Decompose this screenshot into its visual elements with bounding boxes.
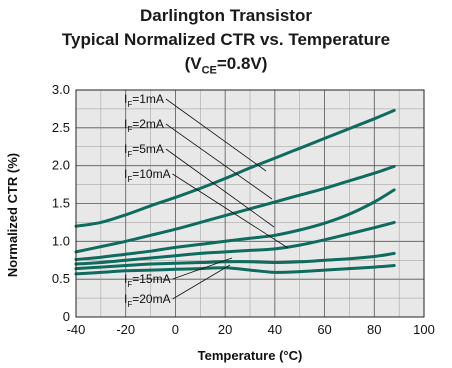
x-tick-label: 0: [172, 322, 179, 337]
chart-subtitle: Typical Normalized CTR vs. Temperature: [61, 30, 391, 49]
series-line-2: [74, 164, 396, 254]
series-leader-5: [172, 257, 233, 280]
y-tick-label: 3.0: [52, 82, 70, 97]
condition-prefix: (V: [184, 54, 202, 73]
series-leader-1: [165, 98, 267, 172]
x-tick-label: 60: [317, 322, 331, 337]
y-tick-label: 2.5: [52, 120, 70, 135]
series-line-1: [74, 108, 396, 228]
condition-suffix: =0.8V): [216, 54, 268, 73]
series-leader-4: [172, 173, 289, 249]
y-tick-label: 0.5: [52, 271, 70, 286]
series-label-5: IF=15mA: [124, 272, 171, 289]
series-label-4: IF=10mA: [124, 167, 171, 184]
y-tick-label: 2.0: [52, 158, 70, 173]
series-leader-3: [165, 148, 275, 228]
x-tick-label: 20: [218, 322, 232, 337]
y-tick-label: 0: [63, 309, 70, 324]
x-tick-label: -20: [116, 322, 135, 337]
chart-condition: (VCE=0.8V): [0, 54, 452, 76]
series-line-4: [74, 220, 396, 266]
x-axis-label: Temperature (°C): [198, 348, 303, 363]
series-line-6: [74, 264, 396, 276]
x-tick-label: 40: [268, 322, 282, 337]
series-label-3: IF=5mA: [124, 142, 164, 159]
series-label-1: IF=1mA: [124, 92, 164, 109]
series-leader-2: [165, 123, 273, 200]
series-label-6: IF=20mA: [124, 292, 171, 309]
y-axis-label: Normalized CTR (%): [5, 153, 20, 277]
series-leader-6: [172, 264, 231, 300]
plot-frame: [75, 89, 425, 318]
condition-sub: CE: [201, 64, 217, 77]
series-label-2: IF=2mA: [124, 117, 164, 134]
x-tick-label: 80: [367, 322, 381, 337]
x-tick-label: -40: [67, 322, 86, 337]
chart-title: Darlington Transistor: [140, 6, 312, 25]
y-tick-label: 1.5: [52, 196, 70, 211]
series-line-3: [74, 188, 396, 261]
series-line-5: [74, 251, 396, 271]
x-tick-label: 100: [413, 322, 435, 337]
y-tick-label: 1.0: [52, 233, 70, 248]
